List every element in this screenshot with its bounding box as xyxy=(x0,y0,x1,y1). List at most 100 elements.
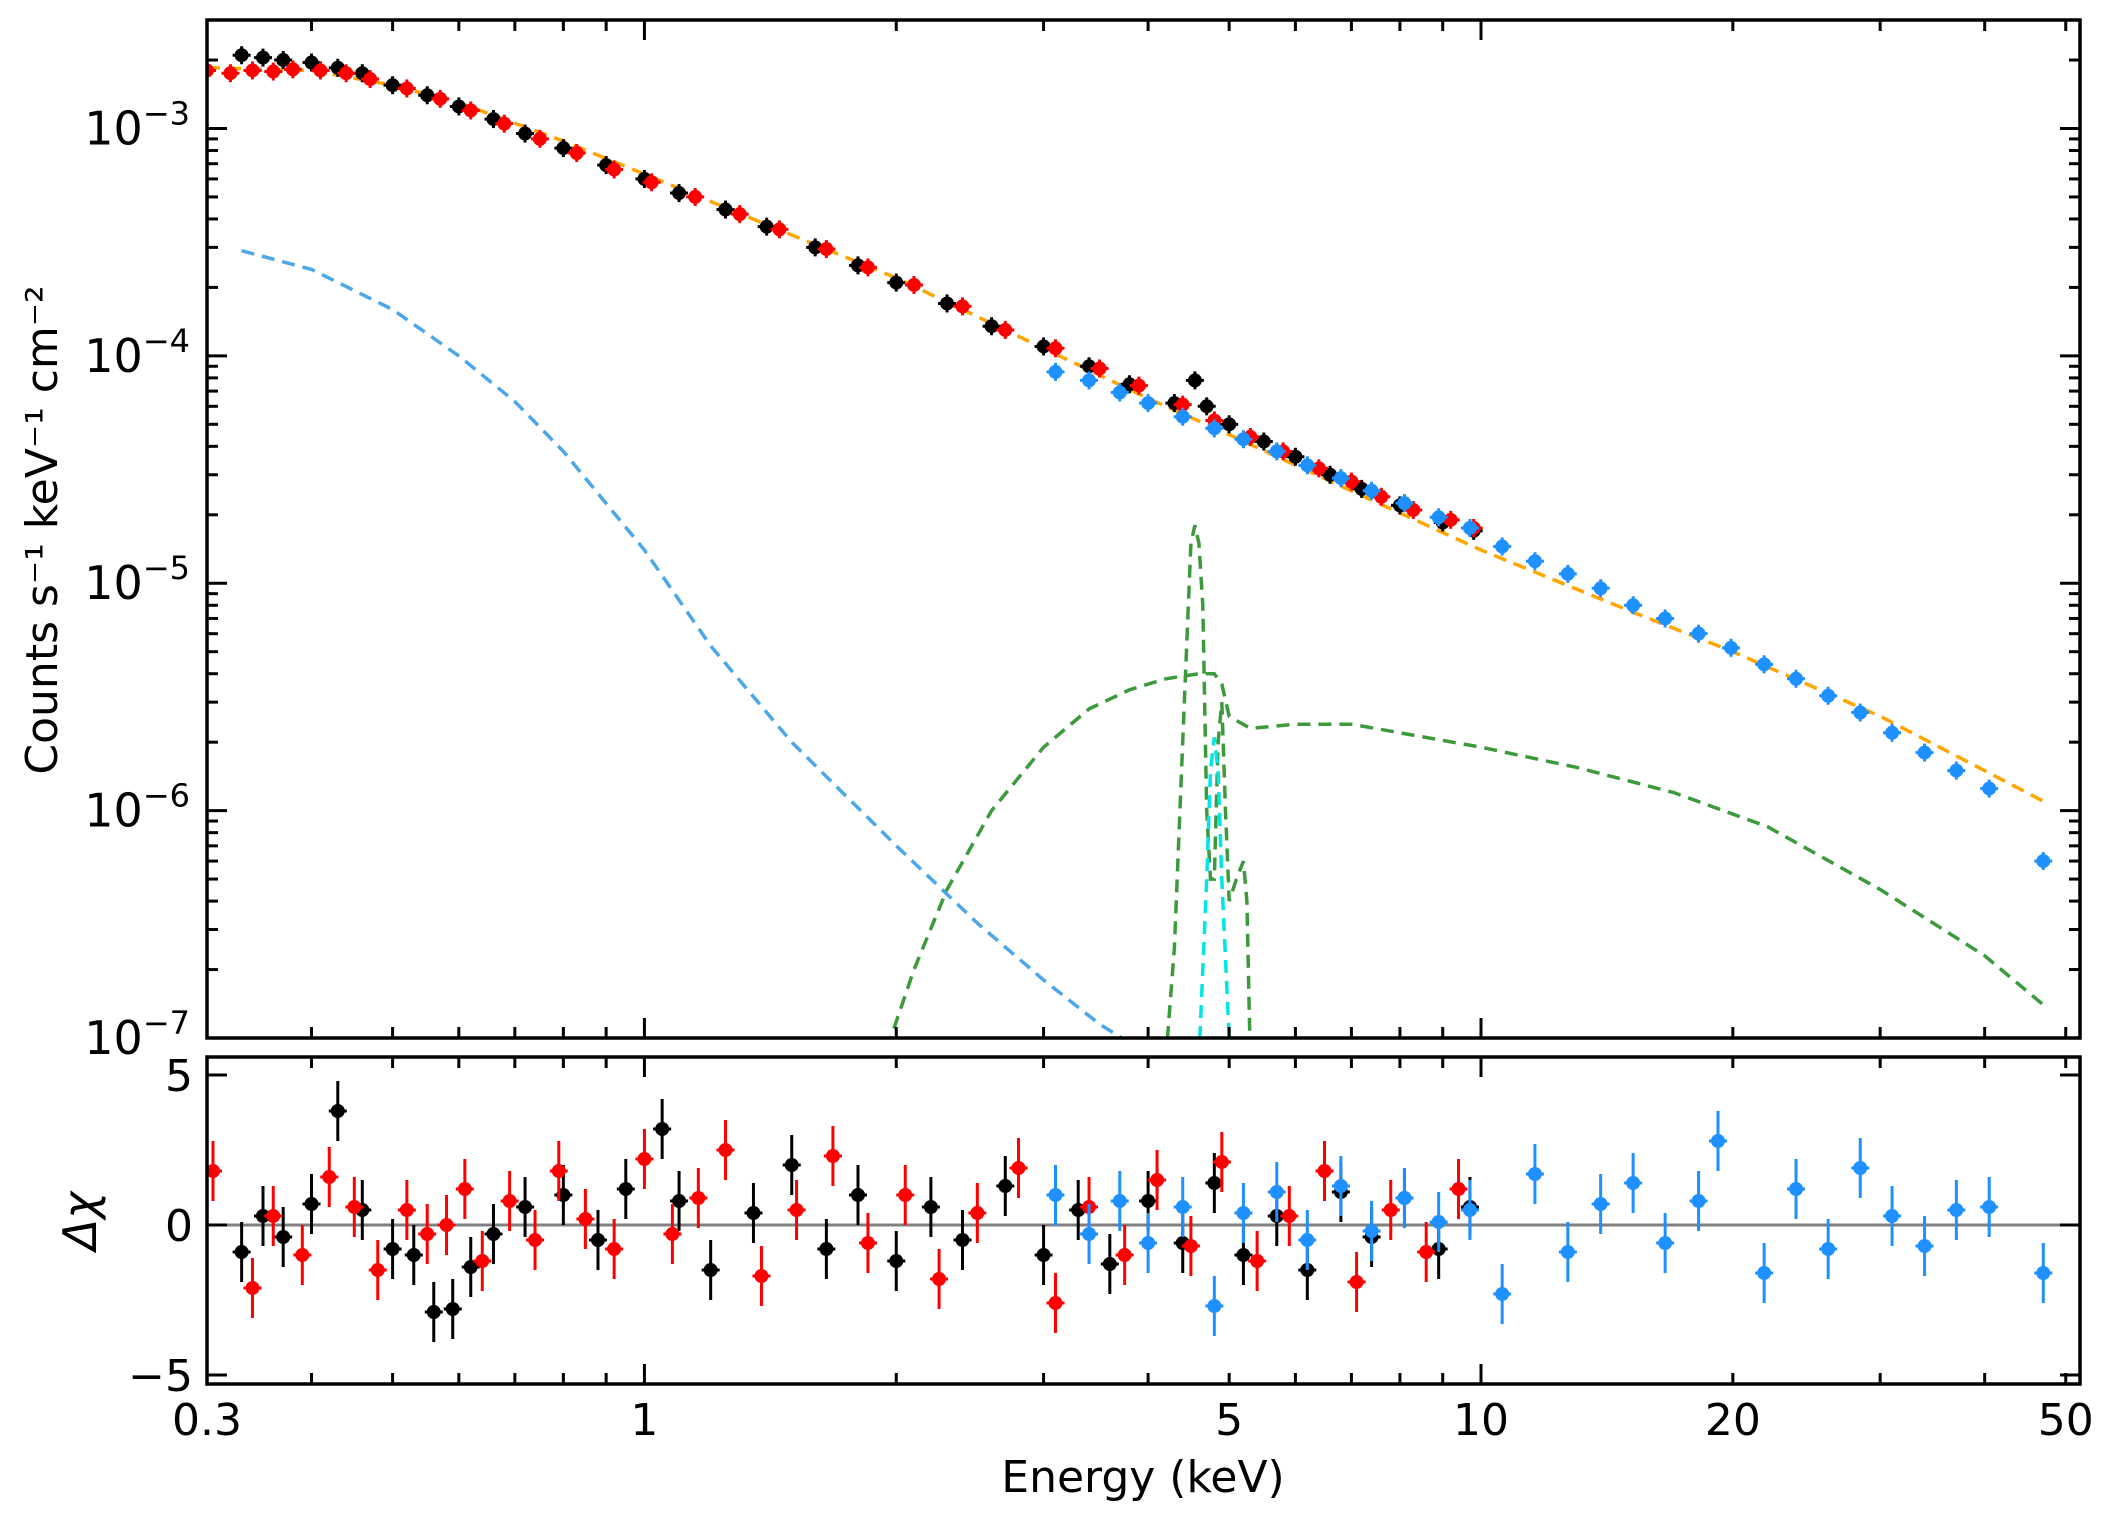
residual-point-red xyxy=(635,1129,654,1189)
residual-point-black xyxy=(232,1222,251,1282)
residual-point-red xyxy=(968,1183,987,1243)
data-point-blue xyxy=(1525,552,1544,571)
residual-point-red xyxy=(345,1177,364,1237)
residual-point-red xyxy=(663,1204,682,1264)
residual-y-axis-label: Δχ xyxy=(53,1190,107,1253)
residual-panel: 50−5 0.3 1 5 10 20 50 Δχ Energy (keV) xyxy=(53,1051,2094,1503)
residual-point-blue xyxy=(1267,1162,1286,1222)
data-point-black xyxy=(302,53,321,72)
spectrum-y-tick-label: 10−5 xyxy=(84,549,190,610)
residual-point-blue xyxy=(1656,1213,1675,1273)
spectrum-ticks xyxy=(205,18,2080,1040)
data-point-blue xyxy=(1591,579,1610,598)
residual-point-red xyxy=(1347,1252,1366,1312)
spectrum-data xyxy=(207,46,2053,871)
residual-point-black xyxy=(328,1081,347,1141)
residual-point-black xyxy=(653,1099,672,1159)
data-point-red xyxy=(397,79,416,98)
spectrum-y-tick-label: 10−4 xyxy=(84,322,190,383)
residual-point-blue xyxy=(1046,1165,1065,1225)
data-point-blue xyxy=(1267,442,1286,461)
residual-point-red xyxy=(1315,1141,1334,1201)
residual-point-black xyxy=(701,1240,720,1300)
residual-ticks xyxy=(205,1057,2080,1384)
spectrum-panel: 10−3 10−4 10−5 10−6 10−7 Counts s⁻¹ keV⁻¹ cm… xyxy=(17,18,2082,1065)
model-curve-green_line xyxy=(1165,524,1252,1038)
residual-y-tick-labels: 5 0 −5 xyxy=(128,1051,193,1402)
residual-point-blue xyxy=(1429,1192,1448,1252)
residual-point-blue xyxy=(1755,1243,1774,1303)
residual-point-blue xyxy=(1851,1138,1870,1198)
residual-point-red xyxy=(689,1168,708,1228)
residual-point-red xyxy=(787,1180,806,1240)
residual-point-red xyxy=(264,1186,283,1246)
data-point-red xyxy=(730,205,749,224)
data-point-blue xyxy=(1947,761,1966,780)
residual-point-blue xyxy=(1980,1177,1999,1237)
residual-point-blue xyxy=(1298,1210,1317,1270)
residual-point-red xyxy=(549,1141,568,1201)
x-axis-label: Energy (keV) xyxy=(1001,1452,1284,1503)
model-curve-green_cont xyxy=(888,671,2045,1038)
data-point-blue xyxy=(1819,686,1838,705)
residual-point-red xyxy=(716,1120,735,1180)
data-point-blue xyxy=(1689,624,1708,643)
residual-point-red xyxy=(1212,1132,1231,1192)
residual-point-black xyxy=(1100,1234,1119,1294)
data-point-black xyxy=(1254,432,1273,451)
residual-point-red xyxy=(752,1246,771,1306)
residual-point-red xyxy=(368,1240,387,1300)
residual-frame xyxy=(205,1055,2082,1386)
data-point-red xyxy=(264,62,283,81)
residual-point-blue xyxy=(1493,1264,1512,1324)
residual-point-red xyxy=(1181,1216,1200,1276)
data-point-red xyxy=(461,101,480,120)
data-point-red xyxy=(996,320,1015,339)
residual-point-red xyxy=(455,1159,474,1219)
x-tick-label: 1 xyxy=(630,1395,658,1446)
data-point-red xyxy=(858,258,877,277)
data-point-red xyxy=(337,64,356,83)
data-point-blue xyxy=(1234,430,1253,449)
data-point-blue xyxy=(1395,494,1414,513)
data-point-red xyxy=(567,144,586,163)
residual-point-blue xyxy=(1205,1276,1224,1336)
data-point-blue xyxy=(1080,371,1099,390)
spectrum-models xyxy=(207,65,2045,1038)
residual-point-red xyxy=(576,1189,595,1249)
data-point-black xyxy=(1220,415,1239,434)
residual-point-black xyxy=(1034,1225,1053,1285)
data-point-red xyxy=(1090,359,1109,378)
residual-point-black xyxy=(670,1171,689,1231)
data-point-blue xyxy=(1139,394,1158,413)
data-point-blue xyxy=(1331,469,1350,488)
data-point-red xyxy=(817,240,836,259)
x-tick-label: 0.3 xyxy=(172,1395,242,1446)
data-point-blue xyxy=(1205,419,1224,438)
residual-point-red xyxy=(526,1210,545,1270)
data-point-black xyxy=(274,51,293,70)
x-tick-label: 5 xyxy=(1215,1395,1243,1446)
data-point-black xyxy=(806,238,825,257)
residual-point-black xyxy=(274,1207,293,1267)
data-point-blue xyxy=(2034,852,2053,871)
data-point-black xyxy=(383,76,402,95)
data-point-blue xyxy=(1656,609,1675,628)
residual-point-black xyxy=(254,1186,273,1246)
data-point-red xyxy=(243,61,262,80)
data-point-blue xyxy=(1915,743,1934,762)
residual-point-blue xyxy=(1591,1174,1610,1234)
spectrum-y-tick-label: 10−7 xyxy=(84,1004,190,1065)
data-point-red xyxy=(431,89,450,108)
residual-y-tick-label: −5 xyxy=(128,1351,193,1402)
residual-point-blue xyxy=(1558,1222,1577,1282)
residual-y-tick-label: 0 xyxy=(165,1201,193,1252)
residual-point-red xyxy=(1009,1138,1028,1198)
data-point-blue xyxy=(1046,362,1065,381)
data-point-black xyxy=(418,86,437,105)
data-point-black xyxy=(516,124,535,143)
residual-point-black xyxy=(921,1177,940,1237)
data-point-blue xyxy=(1980,779,1999,798)
x-tick-label: 50 xyxy=(2038,1395,2094,1446)
residual-data xyxy=(207,1081,2053,1342)
